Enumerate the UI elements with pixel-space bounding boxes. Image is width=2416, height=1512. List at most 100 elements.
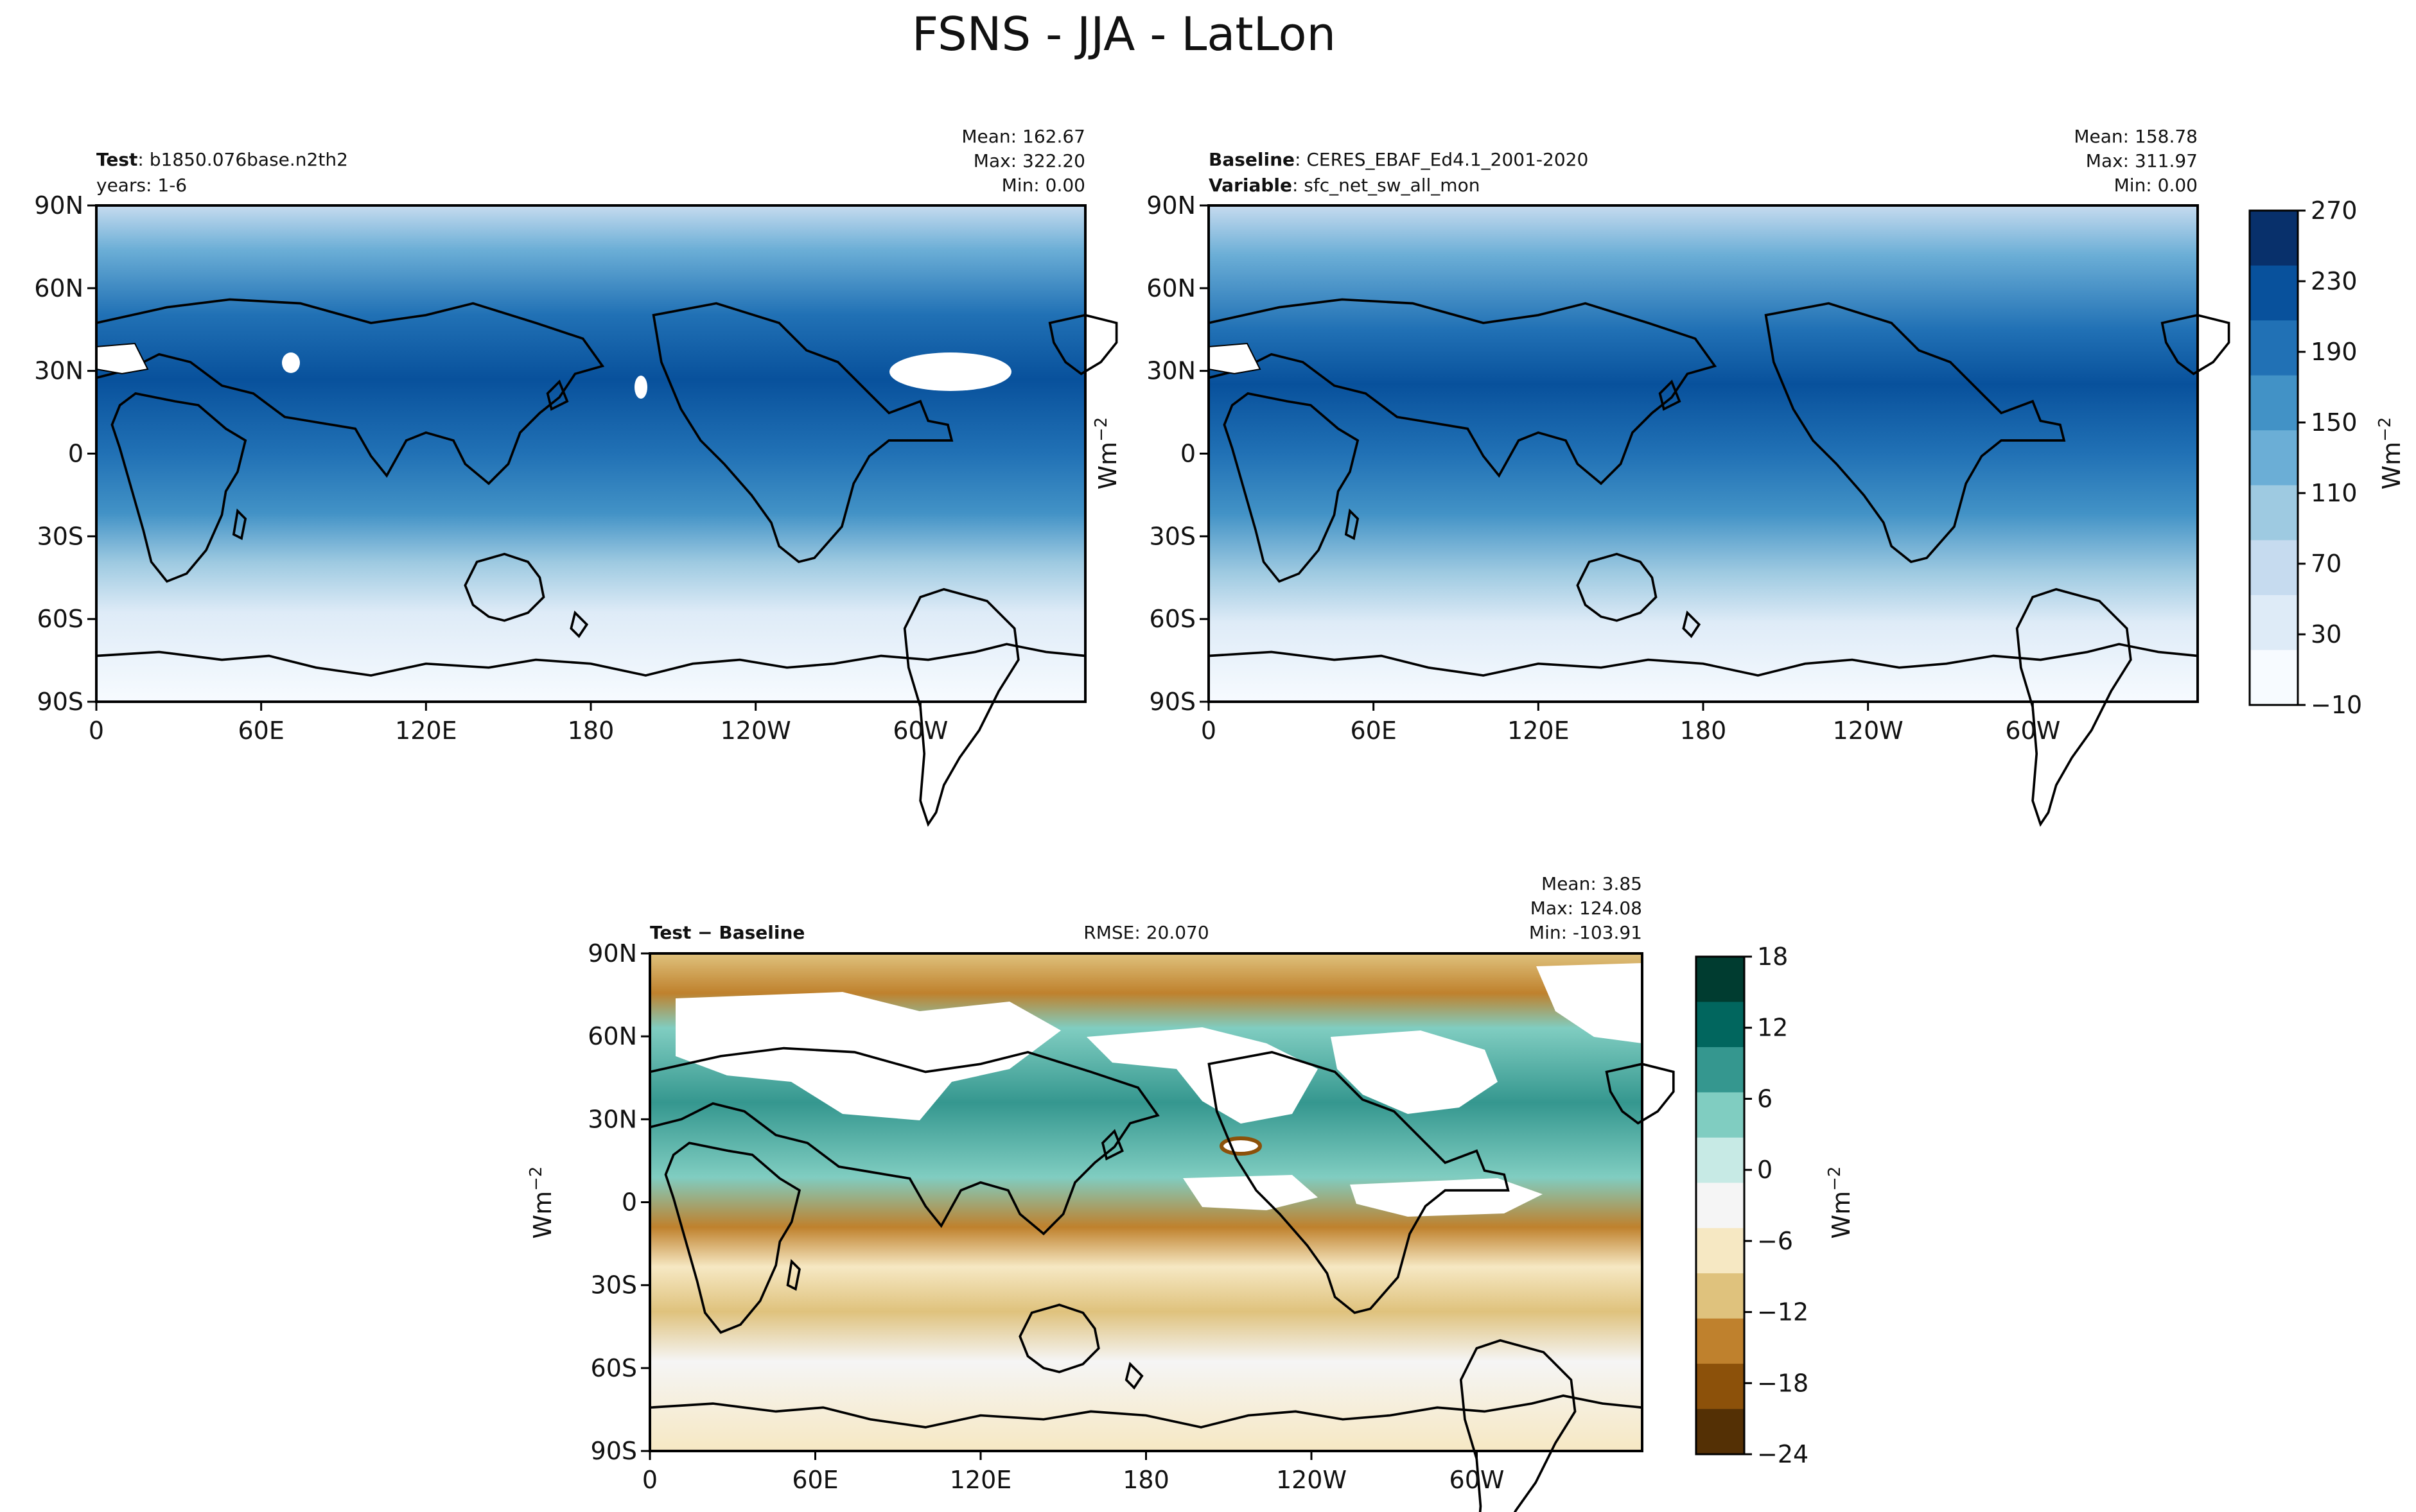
difference-panel — [649, 952, 1675, 1512]
baseline-variable-bold: Variable — [1209, 175, 1292, 196]
test-xtick-label: 0 — [89, 717, 104, 745]
difference-colorbar-segment — [1696, 1137, 1744, 1184]
baseline-colorbar-frame — [2248, 209, 2299, 706]
difference-missing-region-atlantic — [1331, 1030, 1498, 1114]
test-missing-region-pacific — [635, 376, 647, 399]
baseline-ytick-label: 60N — [1146, 274, 1196, 302]
test-xtick-label: 120W — [721, 717, 791, 745]
baseline-label-bold: Baseline — [1209, 149, 1295, 170]
baseline-colorbar-label: Wm−2 — [2376, 417, 2406, 490]
difference-colorbar-tick-label: −18 — [1757, 1369, 1808, 1397]
baseline-variable: Variable: sfc_net_sw_all_mon — [1209, 175, 1480, 196]
baseline-colorbar-segment — [2250, 540, 2298, 596]
difference-colorbar-tick-label: 0 — [1757, 1156, 1773, 1184]
difference-xtick-label: 0 — [642, 1466, 658, 1494]
difference-colorbar-tick-label: 6 — [1757, 1084, 1773, 1113]
baseline-colorbar-tick-label: 190 — [2311, 338, 2358, 366]
baseline-ytick-label: 60S — [1150, 605, 1196, 633]
baseline-ytick-label: 0 — [1180, 440, 1196, 468]
difference-ytick-label: 30S — [591, 1271, 637, 1299]
test-xtick-label: 120E — [395, 717, 457, 745]
baseline-colorbar-segment — [2250, 430, 2298, 486]
difference-missing-region-north-america — [1087, 1027, 1318, 1124]
baseline-colorbar-segment — [2250, 595, 2298, 651]
difference-colorbar-label-exp: −2 — [1825, 1167, 1844, 1191]
difference-colorbar-segment — [1696, 1183, 1744, 1229]
test-ytick-label: 60N — [34, 274, 83, 302]
baseline-colorbar-segment — [2250, 265, 2298, 322]
baseline-colorbar-segment — [2250, 485, 2298, 541]
difference-colorbar-tick-label: −6 — [1757, 1227, 1793, 1255]
baseline-colorbar-tick-label: 270 — [2311, 196, 2358, 225]
difference-colorbar-frame — [1695, 955, 1746, 1456]
difference-colorbar-segment — [1696, 1092, 1744, 1138]
baseline-xtick-label: 120W — [1833, 717, 1904, 745]
baseline-colorbar-segment — [2250, 211, 2298, 266]
difference-colorbar-label: Wm−2 — [1825, 1167, 1855, 1239]
test-ytick-label: 90S — [37, 688, 83, 716]
difference-colorbar-tick-label: 18 — [1757, 943, 1788, 971]
test-xtick-label: 180 — [568, 717, 615, 745]
difference-ylabel-base: Wm — [529, 1191, 557, 1239]
test-axis-ticks: 0 60E 120E 180 120W 60W 90N 60N 30N 0 30S 60S 90S — [34, 191, 948, 745]
difference-rmse: RMSE: 20.070 — [1083, 922, 1209, 943]
baseline-ylabel-base: Wm — [1094, 442, 1122, 490]
baseline-xtick-label: 180 — [1680, 717, 1727, 745]
difference-ylabel: Wm−2 — [527, 1167, 557, 1239]
difference-ytick-label: 90N — [588, 939, 637, 968]
baseline-panel — [1207, 204, 2230, 826]
test-map-field — [96, 205, 1085, 702]
test-stat-max: Max: 322.20 — [974, 150, 1085, 171]
difference-xtick-label: 60W — [1449, 1466, 1505, 1494]
baseline-colorbar-segment — [2250, 650, 2298, 706]
test-stat-mean: Mean: 162.67 — [961, 126, 1085, 147]
test-stat-min: Min: 0.00 — [1002, 175, 1085, 196]
difference-ytick-label: 60N — [588, 1022, 637, 1050]
test-ytick-label: 30N — [34, 357, 83, 385]
baseline-colorbar-label-base: Wm — [2377, 442, 2406, 490]
baseline-ytick-label: 30N — [1146, 357, 1196, 385]
baseline-colorbar-segment — [2250, 375, 2298, 431]
difference-ytick-label: 30N — [588, 1105, 637, 1133]
test-label-text: : b1850.076base.n2th2 — [137, 149, 347, 170]
test-missing-region-atlantic — [889, 352, 1011, 391]
difference-colorbar-tick-label: −24 — [1757, 1440, 1808, 1468]
test-ytick-label: 90N — [34, 191, 83, 220]
difference-ytick-label: 60S — [591, 1354, 637, 1382]
difference-missing-region-hawaii — [1220, 1136, 1262, 1156]
difference-colorbar: 18 12 6 0 −6 −12 −18 −24 — [1695, 943, 1808, 1468]
difference-colorbar-label-base: Wm — [1827, 1191, 1855, 1239]
test-panel — [95, 204, 1118, 826]
baseline-label-text: : CERES_EBAF_Ed4.1_2001-2020 — [1295, 149, 1588, 170]
difference-stat-min: Min: -103.91 — [1529, 922, 1642, 943]
baseline-map-field — [1209, 205, 2198, 702]
difference-xtick-label: 180 — [1123, 1466, 1169, 1494]
baseline-xtick-label: 120E — [1507, 717, 1570, 745]
baseline-variable-text: : sfc_net_sw_all_mon — [1292, 175, 1480, 196]
difference-stat-max: Max: 124.08 — [1530, 898, 1642, 919]
baseline-colorbar-tick-label: −10 — [2311, 691, 2362, 719]
test-years: years: 1-6 — [96, 175, 187, 196]
difference-xtick-label: 120E — [950, 1466, 1012, 1494]
baseline-axis-ticks: 0 60E 120E 180 120W 60W 90N 60N 30N 0 30S 60S 90S — [1146, 191, 2060, 745]
difference-xtick-label: 60E — [792, 1466, 838, 1494]
difference-axis-ticks: 0 60E 120E 180 120W 60W 90N 60N 30N 0 30S 60S 90S — [588, 939, 1504, 1494]
baseline-ylabel-exp: −2 — [1092, 417, 1111, 442]
baseline-colorbar-tick-label: 70 — [2311, 550, 2342, 578]
baseline-colorbar: 270 230 190 150 110 70 30 −10 — [2248, 196, 2362, 719]
difference-missing-region-south-atlantic — [1350, 1178, 1543, 1217]
difference-colorbar-segment — [1696, 1228, 1744, 1274]
difference-label: Test − Baseline — [650, 922, 805, 943]
baseline-stat-mean: Mean: 158.78 — [2074, 126, 2198, 147]
difference-colorbar-segment — [1696, 1273, 1744, 1319]
test-missing-region-arabia — [282, 352, 300, 373]
difference-ylabel-exp: −2 — [527, 1167, 546, 1191]
difference-colorbar-segment — [1696, 1047, 1744, 1093]
difference-colorbar-tick-label: 12 — [1757, 1014, 1788, 1042]
baseline-stat-max: Max: 311.97 — [2086, 150, 2198, 171]
test-ytick-label: 60S — [37, 605, 83, 633]
test-label-bold: Test — [96, 149, 137, 170]
test-ytick-label: 30S — [37, 522, 83, 550]
baseline-xtick-label: 60W — [2005, 717, 2060, 745]
